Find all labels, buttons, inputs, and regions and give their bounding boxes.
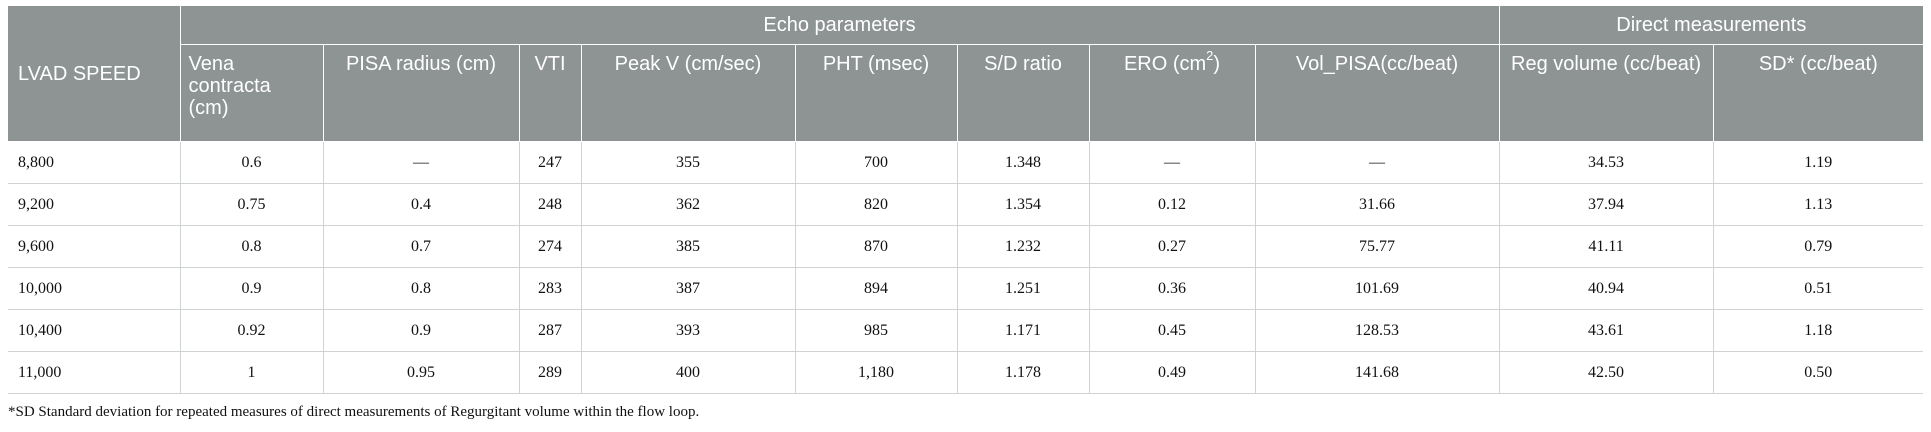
table-cell: 362 (581, 183, 796, 226)
table-cell: 820 (795, 183, 958, 226)
table-cell: 43.61 (1499, 309, 1714, 352)
table-cell: 0.36 (1089, 267, 1256, 310)
table-cell: 31.66 (1255, 183, 1500, 226)
table-cell: 141.68 (1255, 351, 1500, 394)
table-cell: 400 (581, 351, 796, 394)
table-cell: 10,000 (8, 267, 181, 310)
table-cell: 0.50 (1713, 351, 1924, 394)
table-cell: 700 (795, 141, 958, 184)
header-group-echo: Echo parameters (180, 6, 1500, 45)
table-cell: 0.79 (1713, 225, 1924, 268)
table-cell: 1.251 (957, 267, 1090, 310)
table-row: 9,600 0.8 0.7 274 385 870 1.232 0.27 75.77 41.11 0… (8, 225, 1924, 268)
table-cell: 355 (581, 141, 796, 184)
table-row: 10,400 0.92 0.9 287 393 985 1.171 0.45 128.53 43.… (8, 309, 1924, 352)
table-cell: 37.94 (1499, 183, 1714, 226)
header-peak-v: Peak V (cm/sec) (581, 44, 796, 142)
header-sd: SD* (cc/beat) (1713, 44, 1924, 142)
header-ero-superscript: 2 (1206, 48, 1214, 64)
header-pisa-radius: PISA radius (cm) (323, 44, 520, 142)
header-pht: PHT (msec) (795, 44, 958, 142)
table-cell: 75.77 (1255, 225, 1500, 268)
table-cell: 0.8 (180, 225, 324, 268)
table-cell: 247 (519, 141, 582, 184)
table-cell: — (1255, 141, 1500, 184)
table-row: 8,800 0.6—247 355 700 1.348— —34.53 1.19 (8, 141, 1924, 184)
header-ero-suffix: ) (1213, 53, 1221, 75)
table-cell: 11,000 (8, 351, 181, 394)
table-cell: 40.94 (1499, 267, 1714, 310)
table-cell: 1.13 (1713, 183, 1924, 226)
header-ero: ERO (cm2) (1089, 44, 1256, 142)
table-cell: 0.49 (1089, 351, 1256, 394)
table-cell: 1.354 (957, 183, 1090, 226)
table-cell: 870 (795, 225, 958, 268)
table-cell: 0.12 (1089, 183, 1256, 226)
table-cell: 283 (519, 267, 582, 310)
table-cell: 9,600 (8, 225, 181, 268)
table-cell: 1.171 (957, 309, 1090, 352)
table-cell: 985 (795, 309, 958, 352)
table-cell: 34.53 (1499, 141, 1714, 184)
data-table-container: LVAD SPEED Echo parameters Direct measur… (8, 6, 1924, 394)
table-cell: 0.8 (323, 267, 520, 310)
table-cell: 1.232 (957, 225, 1090, 268)
table-cell: 8,800 (8, 141, 181, 184)
table-cell: 393 (581, 309, 796, 352)
table-cell: 274 (519, 225, 582, 268)
table-cell: 287 (519, 309, 582, 352)
table-cell: 248 (519, 183, 582, 226)
header-vena-contracta: Vena contracta (cm) (180, 44, 324, 142)
table-cell: 1 (180, 351, 324, 394)
table-cell: 0.45 (1089, 309, 1256, 352)
table-cell: 1.178 (957, 351, 1090, 394)
table-cell: 1.18 (1713, 309, 1924, 352)
table-row: 9,200 0.75 0.4 248 362 820 1.354 0.12 31.66 37.94… (8, 183, 1924, 226)
table-row: 11,000 1 0.95 289 400 1,180 1.178 0.49 141.68 42.… (8, 351, 1924, 394)
header-lvad-speed: LVAD SPEED (8, 6, 181, 142)
header-ero-prefix: ERO (cm (1123, 53, 1207, 75)
table-cell: — (1089, 141, 1256, 184)
table-cell: 0.7 (323, 225, 520, 268)
table-cell: 0.51 (1713, 267, 1924, 310)
header-vol-pisa: Vol_PISA(cc/beat) (1255, 44, 1500, 142)
table-cell: 0.6 (180, 141, 324, 184)
table-cell: — (323, 141, 520, 184)
table-cell: 894 (795, 267, 958, 310)
table-cell: 10,400 (8, 309, 181, 352)
table-cell: 128.53 (1255, 309, 1500, 352)
header-vti: VTI (519, 44, 582, 142)
table-cell: 1.19 (1713, 141, 1924, 184)
header-sd-ratio: S/D ratio (957, 44, 1090, 142)
table-cell: 0.9 (323, 309, 520, 352)
table-cell: 387 (581, 267, 796, 310)
table-cell: 0.92 (180, 309, 324, 352)
table-cell: 0.9 (180, 267, 324, 310)
table-cell: 1,180 (795, 351, 958, 394)
table-cell: 0.4 (323, 183, 520, 226)
table-footnote: *SD Standard deviation for repeated meas… (8, 404, 700, 420)
header-reg-volume: Reg volume (cc/beat) (1499, 44, 1714, 142)
lvad-echo-table: LVAD SPEED Echo parameters Direct measur… (8, 6, 1924, 394)
table-cell: 101.69 (1255, 267, 1500, 310)
table-cell: 0.95 (323, 351, 520, 394)
table-cell: 0.27 (1089, 225, 1256, 268)
table-cell: 42.50 (1499, 351, 1714, 394)
table-body: 8,800 0.6—247 355 700 1.348— —34.53 1.19 9,200 0… (8, 141, 1924, 394)
table-cell: 289 (519, 351, 582, 394)
table-cell: 385 (581, 225, 796, 268)
table-cell: 41.11 (1499, 225, 1714, 268)
table-cell: 1.348 (957, 141, 1090, 184)
table-row: 10,000 0.9 0.8 283 387 894 1.251 0.36 101.69 40.9… (8, 267, 1924, 310)
table-cell: 9,200 (8, 183, 181, 226)
table-cell: 0.75 (180, 183, 324, 226)
header-group-direct: Direct measurements (1499, 6, 1924, 45)
